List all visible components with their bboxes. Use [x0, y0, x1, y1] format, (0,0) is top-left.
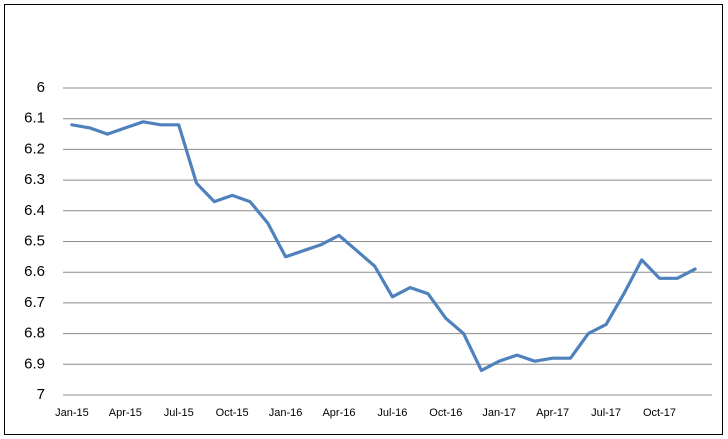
x-tick-label: Apr-15: [109, 407, 142, 419]
x-tick-label: Apr-17: [536, 407, 569, 419]
x-tick-label: Jan-17: [482, 407, 516, 419]
x-tick-label: Jan-16: [269, 407, 303, 419]
y-tick-label: 6.8: [24, 325, 45, 342]
x-tick-label: Oct-16: [429, 407, 462, 419]
x-tick-label: Jan-15: [55, 407, 89, 419]
line-series: [70, 120, 697, 372]
y-tick-label: 6.4: [24, 202, 45, 219]
y-tick-label: 7: [37, 386, 45, 403]
y-tick-label: 6.5: [24, 232, 45, 249]
x-tick-label: Jul-16: [377, 407, 407, 419]
x-tick-label: Oct-15: [216, 407, 249, 419]
y-tick-label: 6.7: [24, 294, 45, 311]
y-tick-label: 6.1: [24, 110, 45, 127]
x-tick-label: Jul-15: [164, 407, 194, 419]
y-tick-label: 6.3: [24, 171, 45, 188]
y-tick-label: 6.6: [24, 263, 45, 280]
y-tick-label: 6.2: [24, 140, 45, 157]
y-tick-label: 6: [37, 79, 45, 96]
y-tick-label: 6.9: [24, 355, 45, 372]
x-tick-label: Apr-16: [322, 407, 355, 419]
x-tick-label: Oct-17: [643, 407, 676, 419]
chart-frame: [4, 4, 723, 435]
x-tick-label: Jul-17: [591, 407, 621, 419]
